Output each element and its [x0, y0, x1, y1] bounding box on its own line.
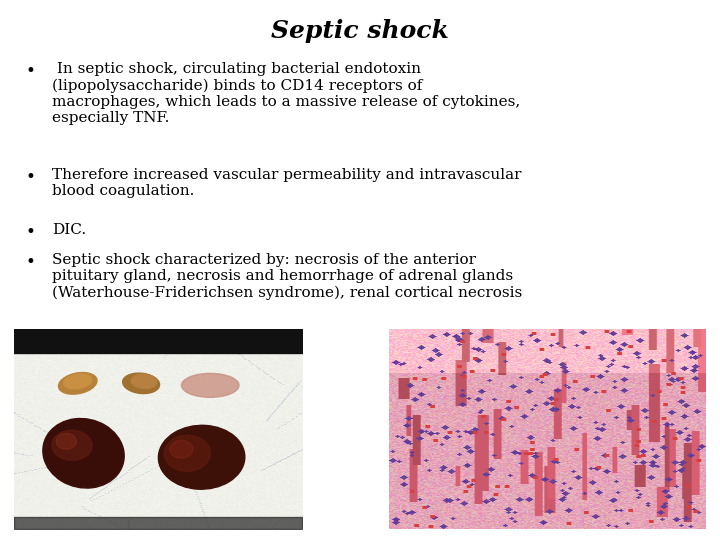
Text: Septic shock characterized by: necrosis of the anterior
pituitary gland, necrosi: Septic shock characterized by: necrosis …	[52, 253, 522, 300]
Text: In septic shock, circulating bacterial endotoxin
(lipopolysaccharide) binds to C: In septic shock, circulating bacterial e…	[52, 62, 520, 125]
Ellipse shape	[64, 374, 91, 389]
Ellipse shape	[131, 374, 157, 388]
Ellipse shape	[56, 433, 76, 449]
Text: •: •	[25, 223, 35, 241]
Text: Therefore increased vascular permeability and intravascular
blood coagulation.: Therefore increased vascular permeabilit…	[52, 168, 521, 198]
Text: DIC.: DIC.	[52, 223, 86, 237]
Text: Septic shock: Septic shock	[271, 19, 449, 43]
Ellipse shape	[52, 430, 92, 460]
Text: •: •	[25, 62, 35, 80]
Text: •: •	[25, 253, 35, 271]
Ellipse shape	[122, 373, 160, 394]
Ellipse shape	[58, 373, 97, 394]
Ellipse shape	[43, 418, 124, 488]
Ellipse shape	[158, 426, 245, 489]
Text: •: •	[25, 168, 35, 186]
Ellipse shape	[170, 440, 193, 458]
Ellipse shape	[181, 373, 239, 397]
Ellipse shape	[164, 435, 210, 471]
